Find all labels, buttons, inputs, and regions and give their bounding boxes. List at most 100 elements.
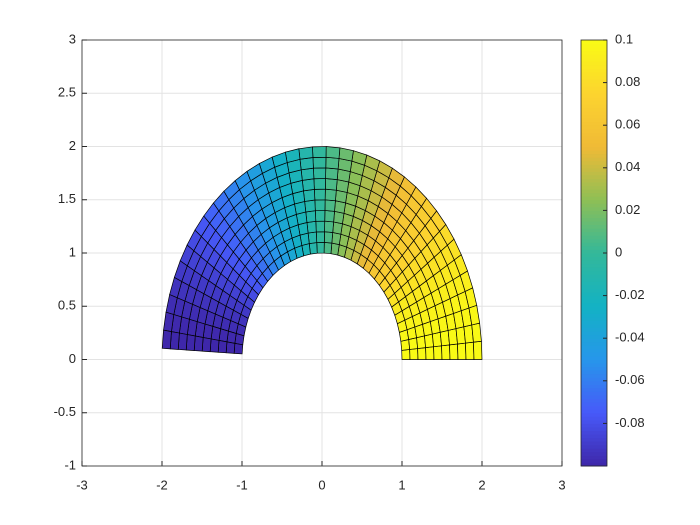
surface-cell	[300, 167, 315, 181]
surface-cell	[417, 347, 427, 360]
y-tick-label: 2.5	[58, 85, 76, 100]
colorbar-swatch	[581, 359, 607, 364]
colorbar-tick-label: -0.06	[615, 372, 645, 387]
colorbar-swatch	[581, 228, 607, 233]
colorbar-swatch	[581, 235, 607, 240]
surface-cell	[217, 340, 228, 354]
surface-cell	[301, 178, 315, 192]
colorbar-swatch	[581, 82, 607, 87]
surface-cell	[441, 344, 451, 360]
surface-cell	[457, 342, 467, 360]
surface-cell	[314, 199, 326, 212]
y-tick-label: -0.5	[54, 404, 76, 419]
colorbar-swatch	[581, 309, 607, 314]
surface-cell	[325, 167, 339, 180]
colorbar-tick-label: 0.02	[615, 202, 640, 217]
surface-cell	[314, 210, 326, 222]
colorbar-swatch	[581, 348, 607, 353]
y-tick-label: 2	[69, 138, 76, 153]
x-tick-label: 3	[558, 477, 565, 492]
colorbar-tick-label: 0	[615, 244, 622, 259]
colorbar-swatch	[581, 260, 607, 265]
colorbar-swatch	[581, 434, 607, 439]
x-tick-label: -3	[76, 477, 88, 492]
colorbar-swatch	[581, 153, 607, 158]
colorbar-swatch	[581, 64, 607, 69]
colorbar-swatch	[581, 395, 607, 400]
colorbar-swatch	[581, 111, 607, 116]
colorbar-tick-label: 0.04	[615, 159, 640, 174]
surface-cell	[323, 231, 334, 244]
colorbar-swatch	[581, 135, 607, 140]
colorbar-swatch	[581, 103, 607, 108]
colorbar-swatch	[581, 338, 607, 343]
colorbar-swatch	[581, 96, 607, 101]
colorbar-swatch	[581, 292, 607, 297]
colorbar-swatch	[581, 320, 607, 325]
axes-box	[81, 39, 563, 467]
y-tick-label: 0.5	[58, 298, 76, 313]
colorbar-tick-label: 0.08	[615, 74, 640, 89]
y-tick-label: 1	[69, 244, 76, 259]
surface-cell	[416, 335, 427, 349]
colorbar-swatch	[581, 423, 607, 428]
colorbar-swatch	[581, 100, 607, 105]
colorbar-swatch	[581, 391, 607, 396]
y-tick-label: 1.5	[58, 191, 76, 206]
colorbar-swatch	[581, 267, 607, 272]
colorbar-swatch	[581, 345, 607, 350]
surface-cell	[313, 188, 326, 201]
colorbar-swatch	[581, 366, 607, 371]
surface-cell	[433, 345, 443, 360]
colorbar-swatch	[581, 203, 607, 208]
colorbar-swatch	[581, 341, 607, 346]
surface-cell	[449, 343, 459, 360]
colorbar-swatch	[581, 189, 607, 194]
surface-cell	[201, 337, 212, 353]
colorbar-swatch	[581, 455, 607, 460]
surface-cell	[330, 242, 340, 256]
colorbar-swatch	[581, 462, 607, 467]
colorbar-swatch	[581, 213, 607, 218]
x-tick-label: -2	[156, 477, 168, 492]
colorbar-swatch	[581, 380, 607, 385]
colorbar-swatch	[581, 402, 607, 407]
colorbar-swatch	[581, 444, 607, 449]
surface-cell	[465, 341, 475, 360]
colorbar-swatch	[581, 458, 607, 463]
colorbar-swatch	[581, 355, 607, 360]
colorbar-swatch	[581, 270, 607, 275]
surface-cell	[324, 220, 335, 233]
colorbar-swatch	[581, 448, 607, 453]
y-tick-label: 3	[69, 31, 76, 46]
colorbar-swatch	[581, 171, 607, 176]
surface-cell	[225, 341, 236, 354]
colorbar-swatch	[581, 281, 607, 286]
colorbar-swatch	[581, 160, 607, 165]
colorbar-tick-label: -0.02	[615, 287, 645, 302]
surface-cell	[325, 146, 341, 159]
surface-cell	[303, 189, 316, 202]
colorbar-swatch	[581, 334, 607, 339]
surface-cell	[304, 199, 316, 213]
colorbar-swatch	[581, 409, 607, 414]
colorbar-swatch	[581, 398, 607, 403]
colorbar-swatch	[581, 387, 607, 392]
colorbar-swatch	[581, 54, 607, 59]
colorbar-swatch	[581, 412, 607, 417]
colorbar-swatch	[581, 302, 607, 307]
surface-cell	[473, 340, 483, 360]
colorbar-swatch	[581, 263, 607, 268]
colorbar-swatch	[581, 125, 607, 130]
surface-cell	[401, 349, 411, 360]
surface-cell	[185, 334, 196, 351]
surface-cell	[315, 231, 325, 243]
colorbar-swatch	[581, 167, 607, 172]
x-tick-label: 1	[398, 477, 405, 492]
colorbar-swatch	[581, 196, 607, 201]
colorbar-swatch	[581, 139, 607, 144]
colorbar-swatch	[581, 40, 607, 45]
colorbar-swatch	[581, 419, 607, 424]
x-tick-label: -1	[236, 477, 248, 492]
